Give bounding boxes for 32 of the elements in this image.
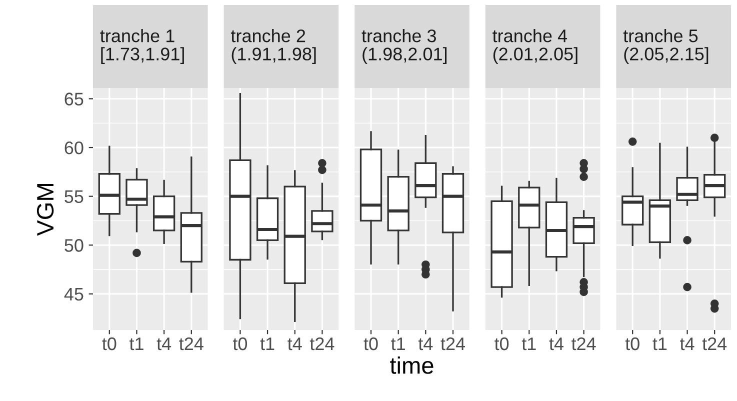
chart-title: tranche 2 (1.91,1.98]: [230, 29, 316, 64]
x-tick-label: t4: [549, 338, 564, 350]
x-tick-label: t24: [179, 337, 204, 350]
x-tick-label: t1: [391, 338, 405, 350]
x-tick-label: t0: [232, 337, 248, 350]
x-tick-label: t24: [572, 337, 596, 350]
x-tick-label: t0: [102, 337, 116, 350]
y-tick-label: 55: [64, 190, 84, 204]
y-tick-label: 65: [64, 92, 84, 106]
chart-title: tranche 4 (2.01,2.05]: [492, 29, 578, 64]
x-tick-label: t24: [702, 337, 727, 350]
x-tick-label: t0: [364, 337, 378, 350]
x-tick-label: t4: [418, 338, 433, 350]
x-axis-title: time: [390, 356, 434, 374]
x-tick-label: t1: [652, 338, 667, 350]
x-tick-label: t0: [625, 337, 640, 350]
y-tick-label: 45: [64, 288, 84, 301]
x-tick-label: t1: [129, 338, 144, 350]
x-tick-label: t4: [156, 338, 172, 350]
x-tick-label: t4: [288, 338, 302, 350]
chart-title: tranche 3 (1.98,2.01]: [362, 29, 447, 64]
x-tick-label: t24: [440, 337, 466, 350]
y-axis-title: VGM: [36, 184, 54, 236]
x-tick-label: t24: [310, 337, 334, 350]
x-tick-label: t1: [522, 338, 536, 350]
x-tick-label: t0: [494, 337, 509, 350]
y-tick-label: 50: [64, 239, 84, 252]
y-tick-label: 60: [64, 141, 84, 154]
x-tick-label: t1: [260, 338, 274, 350]
chart-title: tranche 1 [1.73,1.91]: [100, 29, 184, 64]
chart-title: tranche 5 (2.05,2.15]: [623, 29, 708, 64]
x-tick-label: t4: [680, 338, 694, 350]
